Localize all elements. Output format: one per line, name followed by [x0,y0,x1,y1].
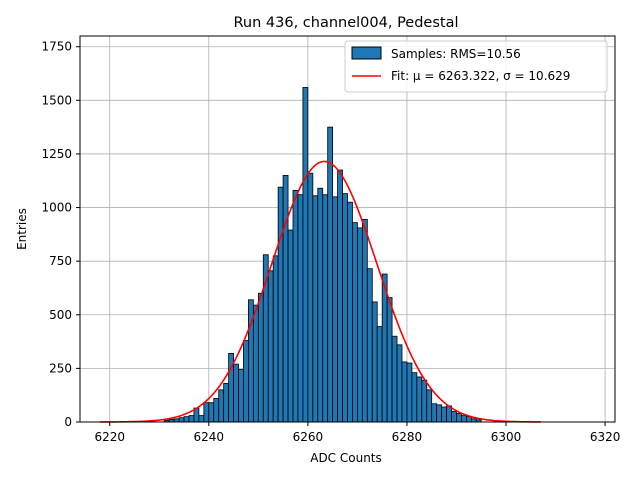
histogram-bar [416,376,423,423]
y-axis-label: Entries [15,208,29,250]
y-tick-label: 1250 [41,147,72,161]
y-tick-label: 250 [49,361,72,375]
histogram-bar [431,403,438,423]
histogram-bar [391,335,398,423]
x-axis-ticks: 6220 6240 6260 6280 6300 6320 [94,422,620,444]
histogram-bar [421,379,428,423]
legend-label-fit: Fit: μ = 6263.322, σ = 10.629 [391,69,570,83]
chart-title: Run 436, channel004, Pedestal [233,15,458,31]
x-tick-label: 6260 [293,430,324,444]
histogram-bar [337,169,343,423]
histogram-bar [465,416,472,423]
histogram-bar [307,172,314,423]
y-tick-label: 500 [49,308,72,322]
x-tick-label: 6220 [94,430,125,444]
y-tick-label: 1500 [41,93,72,107]
histogram-bar [426,389,433,423]
legend-swatch-samples [351,46,382,60]
histogram-bar [347,201,353,423]
histogram-bar [327,126,334,423]
histogram-bar [267,270,274,423]
histogram-bar [188,415,195,423]
histogram-bar [272,255,279,423]
plot-frame [79,35,616,423]
histogram-bar [183,416,190,423]
histogram-bar [332,196,338,423]
histogram-bar [223,382,230,423]
histogram-bar [352,222,358,423]
histogram-bar [238,369,244,423]
histogram-bar [376,326,383,423]
histogram-bar [243,340,249,423]
histogram-bar [386,297,393,423]
histogram-bar [287,229,294,423]
histogram-bar [203,402,210,423]
x-axis-label: ADC Counts [310,451,382,465]
histogram-bar [396,344,403,423]
y-tick-label: 0 [64,415,72,429]
histogram-bar [218,389,225,423]
legend: Samples: RMS=10.56 Fit: μ = 6263.322, σ … [344,40,608,93]
histogram-bar [208,402,215,423]
y-tick-label: 1000 [41,201,72,215]
histogram-bar [297,194,304,423]
histogram-bar [317,187,324,423]
histogram-bar [178,417,185,423]
histogram-bar [252,304,259,423]
x-tick-label: 6240 [194,430,225,444]
histogram-bar [342,193,348,423]
histogram-bar [371,301,378,423]
histogram-bar [292,189,299,423]
histogram-bar [312,195,319,423]
histogram-bar [366,268,373,423]
histogram-bar [257,292,264,423]
y-tick-label: 750 [49,254,72,268]
histogram-bar [302,87,309,423]
y-axis-ticks: 0 250 500 750 1000 1250 1500 1750 [41,40,80,429]
histogram-bar [451,410,457,423]
histogram-bar [456,413,462,423]
histogram-bar [322,194,329,423]
histogram-bar [401,361,408,423]
histogram-bar [461,415,467,423]
histogram-bar [233,363,239,423]
x-tick-label: 6320 [590,430,621,444]
histogram-bar [282,174,289,423]
histogram-bar [361,218,368,423]
histogram-bar [441,406,447,423]
legend-label-samples: Samples: RMS=10.56 [391,47,521,61]
histogram-bars [163,87,482,423]
histogram-bar [411,372,418,423]
x-tick-label: 6300 [491,430,522,444]
x-tick-label: 6280 [392,430,423,444]
histogram-bar [406,362,413,423]
legend-box [344,40,608,93]
histogram-bar [436,404,443,423]
histogram-bar [357,227,363,423]
histogram-bar [277,186,284,423]
y-tick-label: 1750 [41,40,72,54]
gaussian-fit-curve [99,160,541,423]
histogram-bar [381,273,388,423]
histogram-bar [198,415,205,423]
histogram-bar [213,398,220,423]
